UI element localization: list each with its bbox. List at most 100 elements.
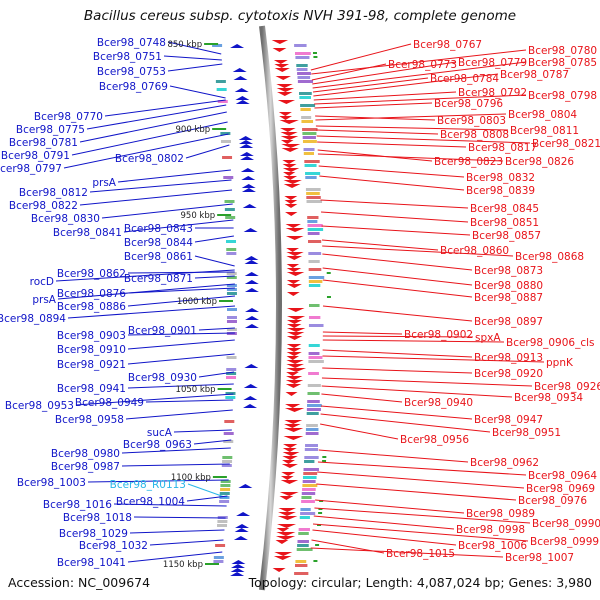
right-gene-label[interactable]: Bcer98_0851 — [470, 217, 539, 229]
right-gene-label[interactable]: Bcer98_0773 — [388, 59, 457, 71]
right-gene-label[interactable]: Bcer98_0832 — [466, 172, 535, 184]
right-gene-label[interactable]: Bcer98_1006 — [458, 540, 527, 552]
left-gene-label[interactable]: Bcer98_1029 — [59, 528, 128, 540]
left-gene-label[interactable]: Bcer98_0769 — [99, 81, 168, 93]
left-gene-label[interactable]: Bcer98_0843 — [124, 223, 193, 235]
left-gene-label[interactable]: sucA — [147, 427, 173, 439]
left-gene-label[interactable]: Bcer98_0949 — [75, 397, 144, 409]
right-gene-label[interactable]: Bcer98_0920 — [474, 368, 543, 380]
left-gene-label[interactable]: Bcer98_0871 — [124, 273, 193, 285]
right-gene-label[interactable]: Bcer98_0956 — [400, 434, 469, 446]
right-gene-label[interactable]: Bcer98_0803 — [437, 115, 506, 127]
left-gene-label[interactable]: Bcer98_0910 — [57, 344, 126, 356]
right-gene-label[interactable]: Bcer98_1015 — [386, 548, 455, 560]
right-gene-label[interactable]: Bcer98_0964 — [528, 470, 597, 482]
right-gene-label[interactable]: Bcer98_0860 — [440, 245, 509, 257]
left-gene-label[interactable]: Bcer98_0844 — [124, 237, 193, 249]
left-gene-label[interactable]: Bcer98_0980 — [51, 448, 120, 460]
right-gene-label[interactable]: Bcer98_0990 — [532, 518, 600, 530]
right-gene-label[interactable]: Bcer98_0784 — [430, 73, 499, 85]
left-gene-label[interactable]: Bcer98_0987 — [51, 461, 120, 473]
right-gene-label[interactable]: Bcer98_0947 — [474, 414, 543, 426]
right-gene-label[interactable]: Bcer98_0845 — [470, 203, 539, 215]
right-gene-label[interactable]: Bcer98_0873 — [474, 265, 543, 277]
left-gene-label[interactable]: prsA — [92, 177, 116, 189]
left-gene-label[interactable]: Bcer98_0930 — [128, 372, 197, 384]
right-gene-label[interactable]: Bcer98_0823 — [434, 156, 503, 168]
right-gene-label[interactable]: Bcer98_0913 — [474, 352, 543, 364]
left-gene-label[interactable]: Bcer98_1004 — [116, 496, 185, 508]
left-gene-label[interactable]: Bcer98_0958 — [55, 414, 124, 426]
left-gene-label[interactable]: Bcer98_0791 — [1, 150, 70, 162]
right-gene-label[interactable]: Bcer98_0897 — [474, 316, 543, 328]
right-gene-label[interactable]: Bcer98_0811 — [510, 125, 579, 137]
right-gene-label[interactable]: Bcer98_0951 — [492, 427, 561, 439]
right-gene-label[interactable]: Bcer98_0868 — [515, 251, 584, 263]
left-gene-label[interactable]: Bcer98_0748 — [97, 37, 166, 49]
left-gene-label[interactable]: prsA — [32, 294, 56, 306]
right-gene-label[interactable]: Bcer98_0804 — [508, 109, 577, 121]
right-gene-label[interactable]: Bcer98_0792 — [458, 87, 527, 99]
right-gene-label[interactable]: Bcer98_0940 — [404, 397, 473, 409]
right-gene-label[interactable]: Bcer98_0779 — [458, 57, 527, 69]
left-gene-label[interactable]: Bcer98_0797 — [0, 163, 62, 175]
left-gene-label[interactable]: Bcer98_0770 — [34, 111, 103, 123]
right-gene-label[interactable]: Bcer98_0902 — [404, 329, 473, 341]
right-gene-label[interactable]: Bcer98_0839 — [466, 185, 535, 197]
right-gene-label[interactable]: Bcer98_0767 — [413, 39, 482, 51]
right-gene-label[interactable]: Bcer98_0785 — [528, 57, 597, 69]
left-gene-label[interactable]: Bcer98_0775 — [16, 124, 85, 136]
right-gene-label[interactable]: Bcer98_0934 — [514, 392, 583, 404]
left-gene-label[interactable]: Bcer98_0830 — [31, 213, 100, 225]
gene-labels[interactable]: Bcer98_0748 Bcer98_0751 Bcer98_0753 Bcer98_… — [0, 37, 600, 569]
left-gene-label[interactable]: rocD — [30, 276, 54, 288]
right-gene-label[interactable]: Bcer98_0999 — [530, 536, 599, 548]
right-gene-label[interactable]: Bcer98_0808 — [440, 129, 509, 141]
left-gene-label[interactable]: Bcer98_0862 — [57, 268, 126, 280]
left-gene-label[interactable]: Bcer98_0901 — [128, 325, 197, 337]
left-gene-label[interactable]: Bcer98_1041 — [57, 557, 126, 569]
right-gene-label[interactable]: Bcer98_0798 — [528, 90, 597, 102]
left-gene-label[interactable]: Bcer98_0781 — [9, 137, 78, 149]
left-gene-label[interactable]: Bcer98_0886 — [57, 301, 126, 313]
left-gene-label[interactable]: Bcer98_0861 — [124, 251, 193, 263]
right-gene-label[interactable]: Bcer98_0998 — [456, 524, 525, 536]
left-gene-label[interactable]: Bcer98_1018 — [63, 512, 132, 524]
right-gene-label[interactable]: Bcer98_0817 — [468, 142, 537, 154]
left-gene-label[interactable]: Bcer98_0841 — [53, 227, 122, 239]
left-gene-label[interactable]: Bcer98_0812 — [19, 187, 88, 199]
left-gene-label[interactable]: Bcer98_0921 — [57, 359, 126, 371]
right-gene-label[interactable]: Bcer98_0906_cls — [506, 337, 595, 349]
right-gene-label[interactable]: Bcer98_1007 — [505, 552, 574, 564]
left-gene-label[interactable]: Bcer98_R0113 — [110, 479, 186, 491]
right-gene-label[interactable]: Bcer98_0857 — [472, 230, 541, 242]
left-gene-label[interactable]: Bcer98_0903 — [57, 330, 126, 342]
right-gene-label[interactable]: Bcer98_0926 — [534, 381, 600, 393]
left-gene-label[interactable]: Bcer98_0751 — [93, 51, 162, 63]
right-gene-label[interactable]: Bcer98_0821 — [532, 138, 600, 150]
left-gene-label[interactable]: Bcer98_0941 — [57, 383, 126, 395]
right-gene-label[interactable]: Bcer98_0880 — [474, 280, 543, 292]
right-gene-label[interactable]: Bcer98_0780 — [528, 45, 597, 57]
left-gene-label[interactable]: Bcer98_1016 — [43, 499, 112, 511]
left-gene-label[interactable]: Bcer98_0753 — [97, 66, 166, 78]
left-gene-label[interactable]: Bcer98_1003 — [17, 477, 86, 489]
left-gene-label[interactable]: Bcer98_0802 — [115, 153, 184, 165]
right-gene-label[interactable]: Bcer98_0976 — [518, 495, 587, 507]
right-gene-label[interactable]: Bcer98_0826 — [505, 156, 574, 168]
right-gene-label[interactable]: Bcer98_0796 — [434, 98, 503, 110]
right-gene-label[interactable]: Bcer98_0962 — [470, 457, 539, 469]
left-gene-label[interactable]: Bcer98_1032 — [79, 540, 148, 552]
right-gene-label[interactable]: Bcer98_0787 — [500, 69, 569, 81]
right-gene-label[interactable]: Bcer98_0887 — [474, 292, 543, 304]
left-gene-label[interactable]: Bcer98_0953 — [5, 400, 74, 412]
left-gene-label[interactable]: Bcer98_0822 — [9, 200, 78, 212]
left-gene-label[interactable]: Bcer98_0876 — [57, 288, 126, 300]
right-gene-label[interactable]: spxA — [475, 332, 501, 344]
left-gene-label[interactable]: Bcer98_0894 — [0, 313, 66, 325]
right-gene-label[interactable]: Bcer98_0989 — [466, 508, 535, 520]
right-gene-label[interactable]: Bcer98_0969 — [526, 483, 595, 495]
right-gene-label[interactable]: ppnK — [546, 357, 574, 369]
left-gene-label[interactable]: Bcer98_0963 — [123, 439, 192, 451]
